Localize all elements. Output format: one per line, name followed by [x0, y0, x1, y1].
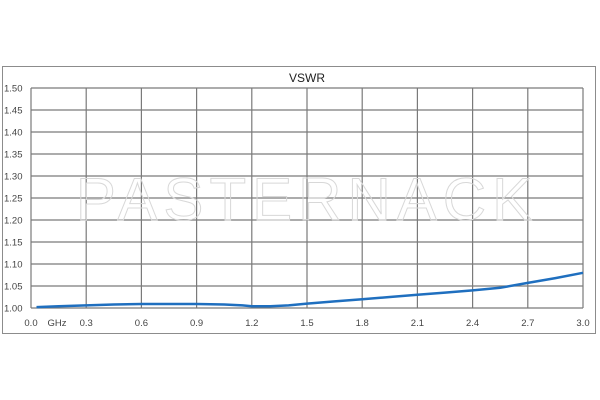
- x-ticks: 0.0 0.3 0.6 0.9 1.2 1.5 1.8 2.1 2.4 2.7 3.0: [24, 318, 589, 329]
- watermark: PASTERNACK: [76, 166, 538, 233]
- series-line: [36, 271, 584, 309]
- y-tick-label: 1.40: [4, 128, 23, 139]
- y-tick-label: 1.30: [4, 172, 23, 183]
- y-tick-label: 1.45: [4, 106, 23, 117]
- x-tick-label: 2.7: [521, 318, 534, 329]
- y-tick-label: 1.20: [4, 216, 23, 227]
- x-tick-label: 0.3: [80, 318, 93, 329]
- y-tick-label: 1.00: [4, 304, 23, 315]
- y-tick-label: 1.05: [4, 282, 23, 293]
- y-tick-label: 1.10: [4, 260, 23, 271]
- chart-title: VSWR: [289, 71, 325, 85]
- x-tick-label: 0.9: [190, 318, 203, 329]
- grid: [30, 87, 584, 309]
- y-tick-label: 1.15: [4, 238, 23, 249]
- chart-frame: [2, 66, 596, 334]
- x-tick-label: 3.0: [576, 318, 589, 329]
- y-tick-label: 1.50: [4, 84, 23, 95]
- x-tick-label: 2.1: [411, 318, 424, 329]
- x-tick-label: 1.2: [245, 318, 258, 329]
- y-tick-label: 1.25: [4, 194, 23, 205]
- x-tick-label: 1.8: [356, 318, 369, 329]
- x-tick-label: 0.0: [24, 318, 37, 329]
- y-ticks: 1.00 1.05 1.10 1.15 1.20 1.25 1.30 1.35 1.40 1.45…: [4, 84, 23, 315]
- x-tick-label: 2.4: [466, 318, 479, 329]
- x-tick-label: 1.5: [300, 318, 313, 329]
- x-tick-label: 0.6: [135, 318, 148, 329]
- x-axis-label: GHz: [48, 318, 67, 329]
- y-tick-label: 1.35: [4, 150, 23, 161]
